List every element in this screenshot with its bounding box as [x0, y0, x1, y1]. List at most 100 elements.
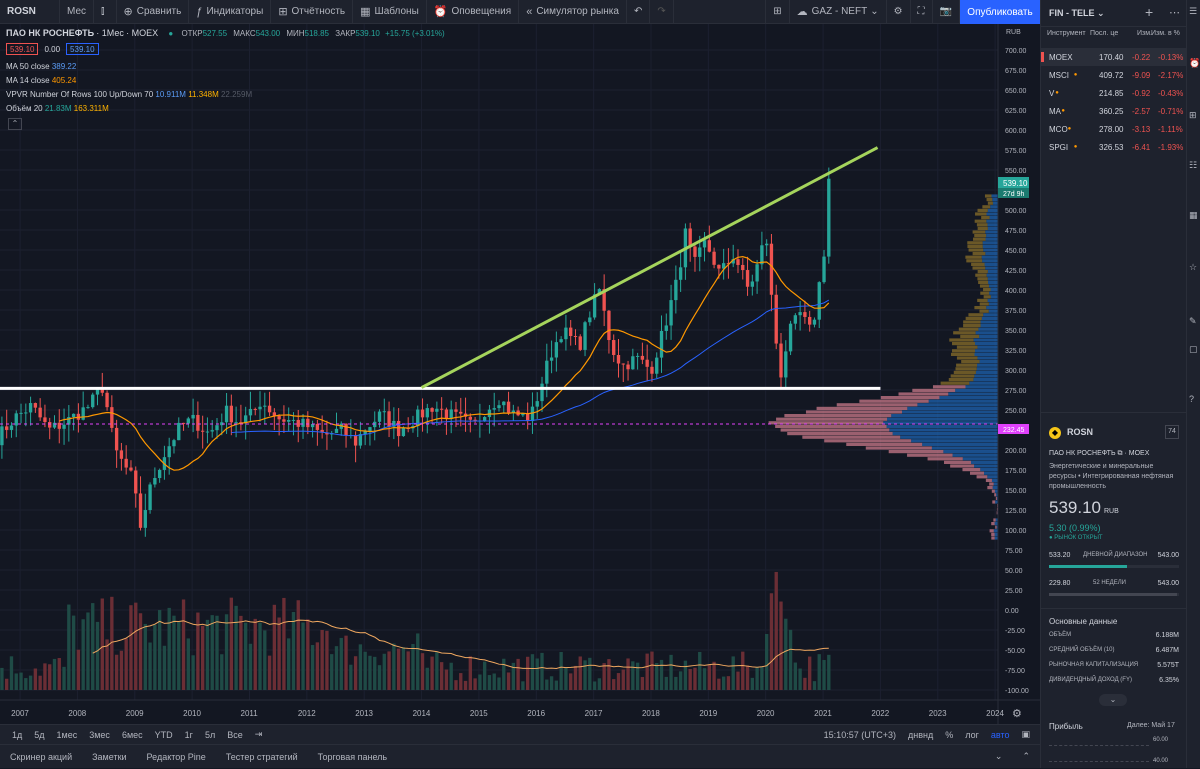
vpvr-up-bar	[963, 457, 998, 460]
layout-name-button[interactable]: ☁GAZ - NEFT⌄	[790, 0, 887, 24]
symbol-search[interactable]: ROSN	[0, 0, 60, 24]
undo-button[interactable]: ↶	[627, 0, 650, 24]
date-range-icon[interactable]: ⇥	[249, 729, 269, 740]
tab-trading-panel[interactable]: Торговая панель	[308, 745, 397, 769]
row-change-pct: -0.71%	[1158, 107, 1183, 116]
watchlist-icon[interactable]: ☰	[1189, 6, 1197, 17]
collapse-panel-icon[interactable]: ⌄	[985, 745, 1013, 769]
legend-ma14[interactable]: MA 14 close 405.24	[6, 76, 76, 85]
legend-volume[interactable]: Объём 20 21.83M 163.311M	[6, 104, 109, 113]
watchlist-row[interactable]: MA●360.25-2.57-0.71%	[1041, 102, 1187, 120]
price-tick-label: 700.00	[1005, 48, 1027, 55]
price-chart[interactable]: 700.00675.00650.00625.00600.00575.00550.…	[0, 24, 1040, 724]
price-tick-label: 675.00	[1005, 68, 1027, 75]
watchlist-row[interactable]: V●214.85-0.92-0.43%	[1041, 84, 1187, 102]
data-window-icon[interactable]: ⊞	[1189, 110, 1197, 121]
ask-box[interactable]: 539.10	[66, 43, 98, 55]
clock[interactable]: 15:10:57 (UTC+3)	[818, 730, 902, 740]
screenshot-small-icon[interactable]: ▣	[1015, 729, 1040, 740]
maximize-panel-icon[interactable]: ⌃	[1012, 745, 1040, 769]
adjust-toggle[interactable]: днвнд	[902, 730, 939, 740]
range-1m[interactable]: 1мес	[51, 730, 84, 740]
tab-pine-editor[interactable]: Редактор Pine	[137, 745, 216, 769]
collapse-legend-button[interactable]: ⌃	[8, 118, 22, 130]
watchlist-menu-button[interactable]: ⋯	[1169, 6, 1180, 19]
chat-icon[interactable]: ✎	[1189, 316, 1197, 327]
ideas-icon[interactable]: ☆	[1189, 262, 1197, 273]
volume-bar	[464, 681, 467, 690]
range-1y[interactable]: 1г	[179, 730, 199, 740]
chart-type-button[interactable]: ⫾	[94, 0, 117, 24]
redo-button[interactable]: ↷	[650, 0, 673, 24]
range-ytd[interactable]: YTD	[149, 730, 179, 740]
chevron-down-icon: ⌄	[1110, 695, 1117, 704]
range-1d[interactable]: 1д	[0, 730, 28, 740]
templates-button[interactable]: ▦Шаблоны	[353, 0, 427, 24]
calendar-icon[interactable]: ▦	[1189, 210, 1198, 221]
snapshot-button[interactable]: 📷	[933, 0, 960, 24]
high-label: МАКС	[233, 29, 255, 38]
simulator-label: Симулятор рынка	[536, 6, 619, 17]
row-last: 326.53	[1099, 143, 1123, 152]
vpvr-up-bar	[975, 342, 998, 345]
details-badge[interactable]: 74	[1165, 425, 1179, 439]
fund-key: ДИВИДЕНДНЫЙ ДОХОД (FY)	[1049, 677, 1132, 683]
range-6m[interactable]: 6мес	[116, 730, 149, 740]
volume-bar	[268, 656, 271, 690]
hotlist-icon[interactable]: ☷	[1189, 160, 1197, 171]
vpvr-down-bar	[824, 439, 911, 442]
replay-button[interactable]: «Симулятор рынка	[519, 0, 627, 24]
percent-toggle[interactable]: %	[939, 730, 959, 740]
volume-bar	[622, 669, 625, 690]
details-name[interactable]: ПАО НК РОСНЕФТЬ	[1049, 450, 1116, 457]
watchlist-row[interactable]: SPGI●326.53-6.41-1.93%	[1041, 138, 1187, 156]
price-tick-label: 500.00	[1005, 208, 1027, 215]
range-5y[interactable]: 5л	[199, 730, 221, 740]
layout-grid-button[interactable]: ⊞	[765, 0, 789, 24]
add-symbol-button[interactable]: +	[1145, 4, 1153, 20]
trend-line[interactable]	[422, 148, 878, 388]
vpvr-down-bar	[980, 284, 989, 287]
legend-ma50[interactable]: MA 50 close 389.22	[6, 62, 76, 71]
axis-settings-icon[interactable]: ⚙	[1012, 708, 1022, 720]
alarm-icon[interactable]: ⏰	[1189, 58, 1200, 69]
fullscreen-button[interactable]: ⛶	[911, 0, 933, 24]
vpvr-up-bar	[989, 292, 998, 295]
volume-bar	[91, 603, 94, 690]
vpvr-down-bar	[989, 482, 993, 485]
range-3m[interactable]: 3мес	[83, 730, 116, 740]
legend-vpvr[interactable]: VPVR Number Of Rows 100 Up/Down 70 10.91…	[6, 90, 252, 99]
expand-fund-button[interactable]: ⌄	[1099, 694, 1127, 706]
tab-notes[interactable]: Заметки	[82, 745, 136, 769]
col-last[interactable]: Посл. це	[1090, 30, 1118, 37]
publish-button[interactable]: Опубликовать	[960, 0, 1040, 24]
tab-screener[interactable]: Скринер акций	[0, 745, 82, 769]
candle-body	[196, 415, 199, 431]
external-link-icon[interactable]: ⧉	[1118, 450, 1123, 457]
interval-button[interactable]: Мес	[60, 0, 94, 24]
candle-body	[335, 429, 338, 433]
reports-button[interactable]: ⊞Отчётность	[271, 0, 353, 24]
col-change[interactable]: Изм.	[1137, 30, 1152, 37]
candle-body	[144, 510, 147, 528]
alerts-button[interactable]: ⏰Оповещения	[427, 0, 519, 24]
range-5d[interactable]: 5д	[28, 730, 50, 740]
vpvr-up-bar	[893, 432, 998, 435]
col-symbol[interactable]: Инструмент	[1047, 30, 1086, 37]
help-icon[interactable]: ?	[1189, 394, 1194, 404]
col-change-pct[interactable]: Изм. в %	[1151, 30, 1180, 37]
settings-button[interactable]: ⚙	[887, 0, 911, 24]
watchlist-title-button[interactable]: FIN - TELE ⌄	[1049, 8, 1105, 19]
bid-box[interactable]: 539.10	[6, 43, 38, 55]
watchlist-row[interactable]: MSCI●409.72-9.09-2.17%	[1041, 66, 1187, 84]
notifications-icon[interactable]: ▢	[1189, 344, 1198, 355]
log-toggle[interactable]: лог	[959, 730, 985, 740]
watchlist-row[interactable]: MCO●278.00-3.13-1.11%	[1041, 120, 1187, 138]
compare-button[interactable]: ⊕Сравнить	[117, 0, 190, 24]
range-all[interactable]: Все	[221, 730, 249, 740]
tab-strategy-tester[interactable]: Тестер стратегий	[216, 745, 308, 769]
auto-toggle[interactable]: авто	[985, 730, 1016, 740]
